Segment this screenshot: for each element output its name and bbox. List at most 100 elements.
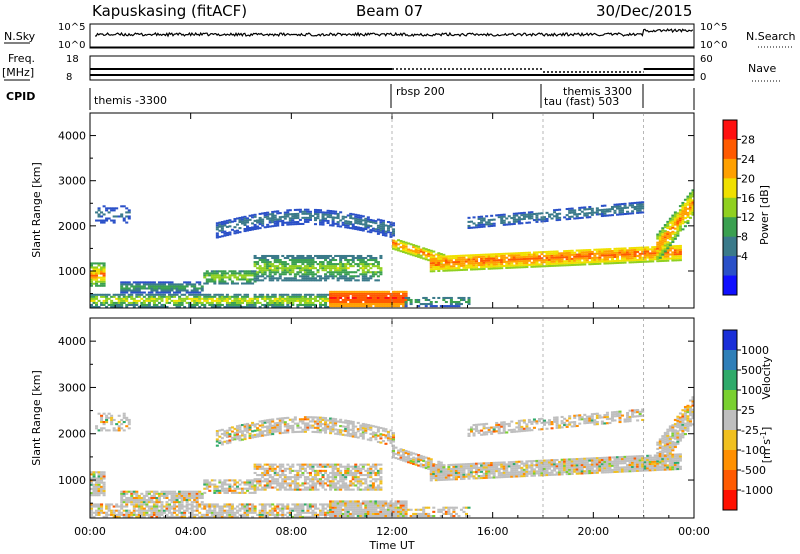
echo-cell <box>95 511 99 514</box>
echo-cell <box>570 261 574 264</box>
echo-cell <box>298 515 302 518</box>
echo-cell <box>291 293 295 296</box>
echo-cell <box>349 254 353 257</box>
echo-cell <box>422 512 426 515</box>
echo-cell <box>137 494 141 497</box>
echo-cell <box>580 249 584 252</box>
echo-cell <box>354 303 358 306</box>
echo-cell <box>444 259 448 262</box>
echo-cell <box>447 257 451 260</box>
echo-cell <box>537 257 541 260</box>
echo-cell <box>595 256 599 259</box>
echo-cell <box>170 499 174 502</box>
echo-cell <box>188 283 192 286</box>
echo-cell <box>107 211 111 214</box>
echo-cell <box>631 206 635 209</box>
echo-cell <box>132 511 136 514</box>
echo-cell <box>434 266 438 269</box>
echo-cell <box>522 255 526 259</box>
echo-cell <box>90 305 94 308</box>
echo-cell <box>341 502 345 505</box>
echo-cell <box>618 247 622 250</box>
echo-cell <box>402 294 406 297</box>
echo-cell <box>223 276 227 279</box>
echo-cell <box>641 256 645 259</box>
echo-cell <box>598 260 602 263</box>
echo-cell <box>653 256 657 259</box>
echo-cell <box>195 293 199 296</box>
echo-cell <box>266 463 270 466</box>
echo-cell <box>676 234 680 237</box>
echo-cell <box>369 275 373 278</box>
echo-cell <box>351 275 355 278</box>
echo-cell <box>223 434 227 437</box>
echo-cell <box>331 476 335 479</box>
echo-cell <box>311 261 315 264</box>
echo-cell <box>475 258 479 261</box>
echo-cell <box>666 235 670 238</box>
echo-cell <box>180 513 184 516</box>
echo-cell <box>424 512 428 515</box>
echo-cell <box>532 261 536 264</box>
echo-cell <box>688 208 692 211</box>
echo-cell <box>261 295 265 298</box>
echo-cell <box>92 492 96 495</box>
echo-cell <box>301 295 305 298</box>
echo-cell <box>147 496 151 500</box>
echo-cell <box>248 299 252 302</box>
echo-cell <box>230 274 234 277</box>
echo-cell <box>515 256 519 259</box>
echo-cell <box>243 503 247 506</box>
echo-cell <box>359 514 363 518</box>
echo-cell <box>95 477 99 480</box>
echo-cell <box>243 487 247 490</box>
echo-cell <box>691 193 694 196</box>
echo-cell <box>661 233 665 236</box>
echo-cell <box>313 210 317 213</box>
echo-cell <box>261 511 265 514</box>
echo-cell <box>278 216 282 219</box>
echo-cell <box>341 256 345 260</box>
echo-cell <box>359 463 363 466</box>
echo-cell <box>339 500 343 503</box>
nsearch-tick-top: 10^5 <box>700 22 727 33</box>
echo-cell <box>220 270 224 273</box>
echo-cell <box>371 271 375 274</box>
echo-cell <box>437 296 441 299</box>
echo-cell <box>291 469 295 472</box>
echo-cell <box>276 503 280 506</box>
echo-cell <box>152 494 156 497</box>
echo-cell <box>316 269 320 272</box>
echo-cell <box>590 250 594 253</box>
echo-cell <box>215 305 219 308</box>
echo-cell <box>303 515 307 518</box>
echo-cell <box>568 215 572 218</box>
echo-cell <box>225 440 229 443</box>
echo-cell <box>439 305 443 308</box>
echo-cell <box>90 513 94 516</box>
echo-cell <box>112 219 116 222</box>
echo-cell <box>439 510 443 513</box>
echo-cell <box>366 296 370 299</box>
echo-cell <box>449 265 453 268</box>
echo-cell <box>568 264 572 267</box>
echo-cell <box>105 513 109 516</box>
echo-cell <box>331 512 335 515</box>
echo-cell <box>457 254 461 257</box>
echo-cell <box>241 278 245 281</box>
echo-cell <box>253 228 257 231</box>
echo-cell <box>495 267 499 270</box>
echo-cell <box>666 245 670 248</box>
echo-cell <box>329 305 333 308</box>
echo-cell <box>316 254 320 257</box>
echo-cell <box>152 287 156 290</box>
echo-cell <box>397 303 401 306</box>
echo-cell <box>278 488 282 491</box>
echo-cell <box>266 511 270 514</box>
echo-cell <box>228 276 232 279</box>
echo-cell <box>329 502 333 505</box>
echo-cell <box>462 506 466 509</box>
echo-cell <box>344 303 348 306</box>
echo-cell <box>580 261 584 264</box>
echo-cell <box>389 510 393 513</box>
